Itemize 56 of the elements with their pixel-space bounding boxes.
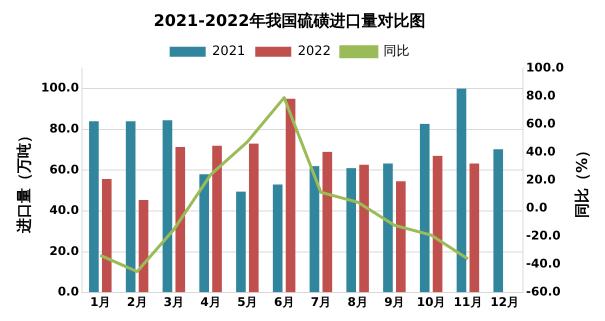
bar xyxy=(383,163,393,292)
bar xyxy=(138,200,148,292)
legend-label: 2022 xyxy=(298,44,331,60)
y2-tick-label: 20.0 xyxy=(526,172,556,187)
x-tick-label: 8月 xyxy=(347,294,368,309)
y2-tick-label: 100.0 xyxy=(526,60,564,74)
legend-label: 同比 xyxy=(383,44,410,60)
x-tick-label: 5月 xyxy=(237,294,258,309)
bar xyxy=(359,164,369,292)
y2-tick-label: -20.0 xyxy=(526,228,561,243)
chart-title: 2021-2022年我国硫磺进口量对比图 xyxy=(154,10,426,30)
bar xyxy=(346,168,356,292)
bar xyxy=(175,146,186,292)
x-tick-label: 6月 xyxy=(274,294,294,309)
y2-tick-label: 40.0 xyxy=(526,144,556,158)
bar xyxy=(89,121,99,292)
bar xyxy=(310,166,320,292)
x-tick-label: 12月 xyxy=(490,294,520,309)
bar xyxy=(456,88,466,292)
bar xyxy=(470,163,480,292)
y2-tick-label: 0.0 xyxy=(526,200,548,215)
y2-tick-label: -60.0 xyxy=(526,284,561,299)
bar xyxy=(322,152,332,292)
bar xyxy=(126,121,136,292)
bar xyxy=(236,192,246,292)
bar xyxy=(272,184,283,292)
bar xyxy=(212,146,222,292)
y-axis-title: 进口量（万吨） xyxy=(14,128,33,234)
x-tick-label: 7月 xyxy=(310,294,332,309)
y-tick-label: 100.0 xyxy=(40,80,79,95)
y-tick-label: 40.0 xyxy=(49,203,79,218)
y2-axis-title: 同比（%） xyxy=(572,142,591,218)
legend-label: 2021 xyxy=(212,44,246,60)
y2-tick-label: 60.0 xyxy=(526,116,556,130)
x-tick-label: 10月 xyxy=(416,294,446,309)
y-tick-label: 0.0 xyxy=(58,284,79,299)
x-tick-label: 3月 xyxy=(164,294,184,309)
bar xyxy=(420,124,430,292)
y-tick-label: 60.0 xyxy=(49,162,79,176)
bar xyxy=(396,181,406,292)
bar xyxy=(432,156,442,292)
x-tick-label: 2月 xyxy=(126,294,148,309)
y2-tick-label: 80.0 xyxy=(526,88,556,102)
bar xyxy=(102,178,112,292)
bar xyxy=(162,120,172,292)
y-tick-label: 80.0 xyxy=(49,122,79,136)
y-tick-label: 20.0 xyxy=(49,244,79,258)
x-tick-label: 4月 xyxy=(200,294,221,309)
x-tick-label: 1月 xyxy=(90,294,111,309)
x-tick-label: 9月 xyxy=(384,294,405,309)
bar xyxy=(286,98,296,292)
y2-tick-label: -40.0 xyxy=(526,256,561,271)
x-tick-label: 11月 xyxy=(454,294,482,309)
bar xyxy=(199,174,209,292)
bar xyxy=(493,149,504,292)
bar xyxy=(248,144,259,292)
